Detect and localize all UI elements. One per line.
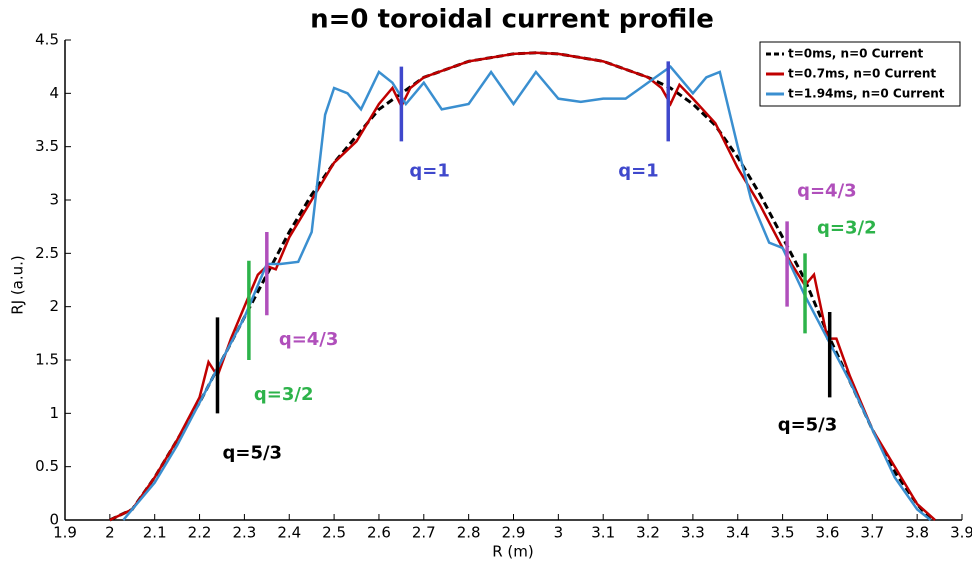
x-tick-label: 2.7: [412, 524, 436, 542]
legend-label: t=0ms, n=0 Current: [788, 47, 924, 61]
y-tick-label: 1.5: [35, 351, 59, 369]
x-tick-label: 2.5: [322, 524, 346, 542]
x-tick-label: 2.8: [457, 524, 481, 542]
x-tick-label: 3: [554, 524, 564, 542]
q-label: q=4/3: [279, 329, 339, 350]
x-tick-label: 2.3: [232, 524, 256, 542]
x-tick-label: 2.2: [188, 524, 212, 542]
legend-label: t=1.94ms, n=0 Current: [788, 87, 945, 101]
y-tick-label: 0.5: [35, 457, 59, 475]
x-tick-label: 2.9: [502, 524, 526, 542]
x-tick-label: 1.9: [53, 524, 77, 542]
x-tick-label: 3.3: [681, 524, 705, 542]
x-tick-label: 2.4: [277, 524, 301, 542]
y-tick-label: 3.5: [35, 137, 59, 155]
q-label: q=1: [618, 160, 659, 181]
x-tick-label: 3.7: [860, 524, 884, 542]
legend-box: [759, 41, 961, 107]
chart-title: n=0 toroidal current profile: [310, 5, 714, 35]
series-line: [109, 51, 936, 522]
q-label: q=1: [409, 160, 450, 181]
y-tick-label: 2: [49, 297, 59, 315]
q-label: q=3/2: [254, 384, 314, 405]
q-label: q=4/3: [797, 180, 857, 201]
y-tick-label: 2.5: [35, 244, 59, 262]
x-tick-label: 3.5: [771, 524, 795, 542]
series-line: [122, 64, 932, 521]
legend-label: t=0.7ms, n=0 Current: [788, 67, 936, 81]
x-tick-label: 2.6: [367, 524, 391, 542]
x-tick-label: 3.9: [950, 524, 972, 542]
q-label: q=3/2: [817, 217, 877, 238]
x-tick-label: 3.1: [591, 524, 615, 542]
x-tick-label: 3.2: [636, 524, 660, 542]
y-tick-label: 4.5: [35, 31, 59, 49]
q-label: q=5/3: [222, 442, 282, 463]
y-tick-label: 1: [49, 404, 59, 422]
y-axis-label: RJ (a.u.): [9, 255, 27, 315]
x-tick-label: 3.4: [726, 524, 750, 542]
y-tick-label: 3: [49, 191, 59, 209]
x-axis-label: R (m): [492, 543, 534, 561]
x-tick-label: 2: [105, 524, 115, 542]
x-tick-label: 3.6: [816, 524, 840, 542]
y-tick-label: 4: [49, 84, 59, 102]
x-tick-label: 3.8: [905, 524, 929, 542]
x-tick-label: 2.1: [143, 524, 167, 542]
y-tick-label: 0: [49, 511, 59, 529]
q-label: q=5/3: [778, 414, 838, 435]
